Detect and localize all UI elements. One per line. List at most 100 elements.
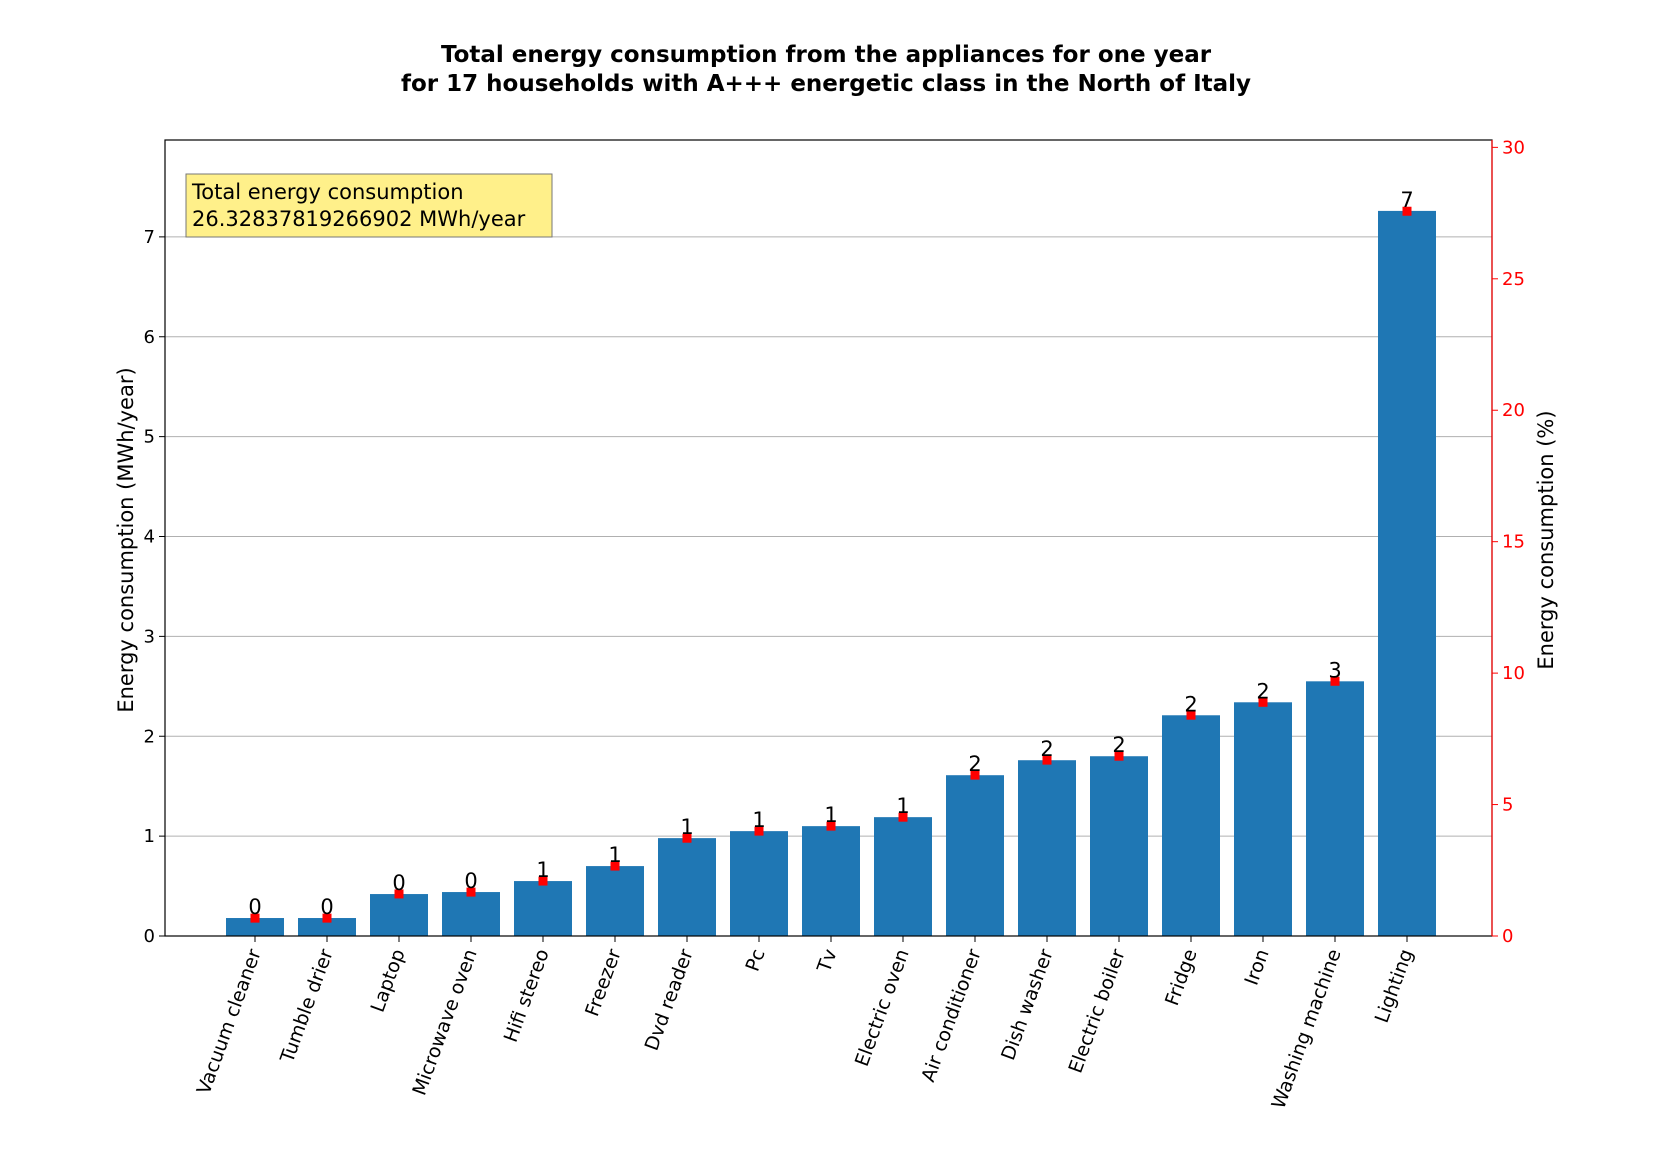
percent-marker-3 — [466, 887, 476, 897]
annotation-line1: Total energy consumption — [191, 180, 464, 204]
bars — [226, 210, 1436, 937]
bar-value-label-6: 1 — [680, 815, 693, 839]
y-tick-label: 0 — [144, 926, 155, 947]
x-tick-label-10: Air conditioner — [917, 946, 985, 1085]
y-axis-label: Energy consumption (MWh/year) — [114, 367, 138, 712]
bar-1 — [298, 918, 356, 936]
bar-15 — [1306, 681, 1364, 936]
bar-value-label-3: 0 — [464, 869, 477, 893]
x-tick-label-11: Dish washer — [997, 946, 1058, 1063]
percent-marker-14 — [1258, 697, 1268, 707]
y-tick-label: 1 — [144, 826, 155, 847]
y2-tick-label: 20 — [1502, 400, 1525, 421]
bar-value-label-0: 0 — [248, 895, 261, 919]
bar-value-label-16: 7 — [1400, 188, 1413, 212]
x-tick-label-13: Fridge — [1161, 946, 1202, 1008]
gridlines — [165, 236, 1492, 837]
y2-tick-label: 0 — [1502, 926, 1513, 947]
bar-3 — [442, 892, 500, 936]
bar-value-label-10: 2 — [968, 752, 981, 776]
y-tick-label: 3 — [144, 626, 155, 647]
bar-value-label-12: 2 — [1112, 733, 1125, 757]
chart-title-line2: for 17 households with A+++ energetic cl… — [401, 71, 1251, 97]
y-tick-label: 4 — [144, 527, 155, 548]
x-tick-label-8: Tv — [813, 946, 842, 976]
percent-marker-0 — [250, 913, 260, 923]
y2-tick-label: 5 — [1502, 795, 1513, 816]
percent-marker-8 — [826, 821, 836, 831]
percent-marker-12 — [1114, 751, 1124, 761]
x-tick-label-12: Electric boiler — [1064, 946, 1129, 1076]
bar-9 — [874, 817, 932, 936]
bar-5 — [586, 866, 644, 936]
x-tick-label-2: Laptop — [367, 946, 410, 1015]
bar-value-label-5: 1 — [608, 843, 621, 867]
percent-marker-16 — [1402, 206, 1412, 216]
y2-axis-label: Energy consumption (%) — [1534, 410, 1558, 669]
y2-tick-label: 10 — [1502, 663, 1525, 684]
percent-marker-2 — [394, 889, 404, 899]
y-axis-left: 0 1 2 3 4 5 6 7 — [144, 227, 165, 947]
x-tick-label-16: Lighting — [1371, 946, 1418, 1026]
x-tick-label-15: Washing machine — [1267, 946, 1345, 1112]
percent-marker-13 — [1186, 710, 1196, 720]
x-axis: Vacuum cleaner Tumble drier LaptopMicrowav… — [193, 936, 1418, 1112]
x-tick-label-5: Freezer — [581, 946, 626, 1019]
x-tick-label-1: Tumble drier — [276, 946, 338, 1066]
y-tick-label: 6 — [144, 327, 155, 348]
bar-16 — [1378, 210, 1436, 937]
percent-marker-1 — [322, 913, 332, 923]
bar-value-label-9: 1 — [896, 794, 909, 818]
x-tick-label-14: Iron — [1240, 946, 1273, 988]
bar-value-label-15: 3 — [1328, 658, 1341, 682]
bar-8 — [802, 826, 860, 936]
x-tick-label-9: Electric oven — [851, 946, 914, 1069]
y-tick-label: 5 — [144, 427, 155, 448]
annotation-line2: 26.32837819266902 MWh/year — [192, 207, 526, 231]
bar-value-label-8: 1 — [824, 803, 837, 827]
bar-10 — [946, 775, 1004, 936]
percent-marker-7 — [754, 826, 764, 836]
percent-marker-6 — [682, 833, 692, 843]
percent-marker-9 — [898, 812, 908, 822]
bar-0 — [226, 918, 284, 936]
bar-value-label-13: 2 — [1184, 692, 1197, 716]
y-tick-label: 7 — [144, 227, 155, 248]
bar-7 — [730, 831, 788, 936]
annotation-box — [185, 173, 553, 238]
x-tick-label-0: Vacuum cleaner — [193, 946, 266, 1097]
bar-14 — [1234, 702, 1292, 936]
x-tick-label-6: Dvd reader — [641, 946, 698, 1054]
percent-marker-15 — [1330, 676, 1340, 686]
percent-marker-11 — [1042, 755, 1052, 765]
bar-2 — [370, 894, 428, 936]
bar-value-label-2: 0 — [392, 871, 405, 895]
percent-markers — [250, 206, 1412, 923]
x-tick-label-3: Microwave oven — [408, 946, 481, 1098]
bar-value-label-11: 2 — [1040, 737, 1053, 761]
y-tick-label: 2 — [144, 726, 155, 747]
bar-value-label-4: 1 — [536, 858, 549, 882]
y2-tick-label: 15 — [1502, 532, 1525, 553]
bar-value-labels: 0 0 0 0 1 1 1 1 1 1 2 2 2 2 2 3 7 — [248, 188, 1413, 919]
y-axis-right: 0 5 10 15 20 25 30 — [1491, 137, 1525, 947]
chart-title-line1: Total energy consumption from the applia… — [441, 42, 1212, 68]
percent-marker-10 — [970, 770, 980, 780]
bar-value-label-14: 2 — [1256, 679, 1269, 703]
bar-12 — [1090, 756, 1148, 936]
y2-tick-label: 30 — [1502, 137, 1525, 158]
x-tick-label-4: Hifi stereo — [500, 946, 554, 1045]
x-tick-label-7: Pc — [742, 946, 770, 974]
percent-marker-4 — [538, 876, 548, 886]
y2-tick-label: 25 — [1502, 269, 1525, 290]
percent-marker-5 — [610, 861, 620, 871]
bar-13 — [1162, 715, 1220, 936]
bar-6 — [658, 838, 716, 936]
bar-value-label-1: 0 — [320, 895, 333, 919]
bar-value-label-7: 1 — [752, 808, 765, 832]
total-annotation: Total energy consumption 26.328378192669… — [185, 173, 553, 238]
bar-11 — [1018, 760, 1076, 936]
bar-4 — [514, 881, 572, 936]
